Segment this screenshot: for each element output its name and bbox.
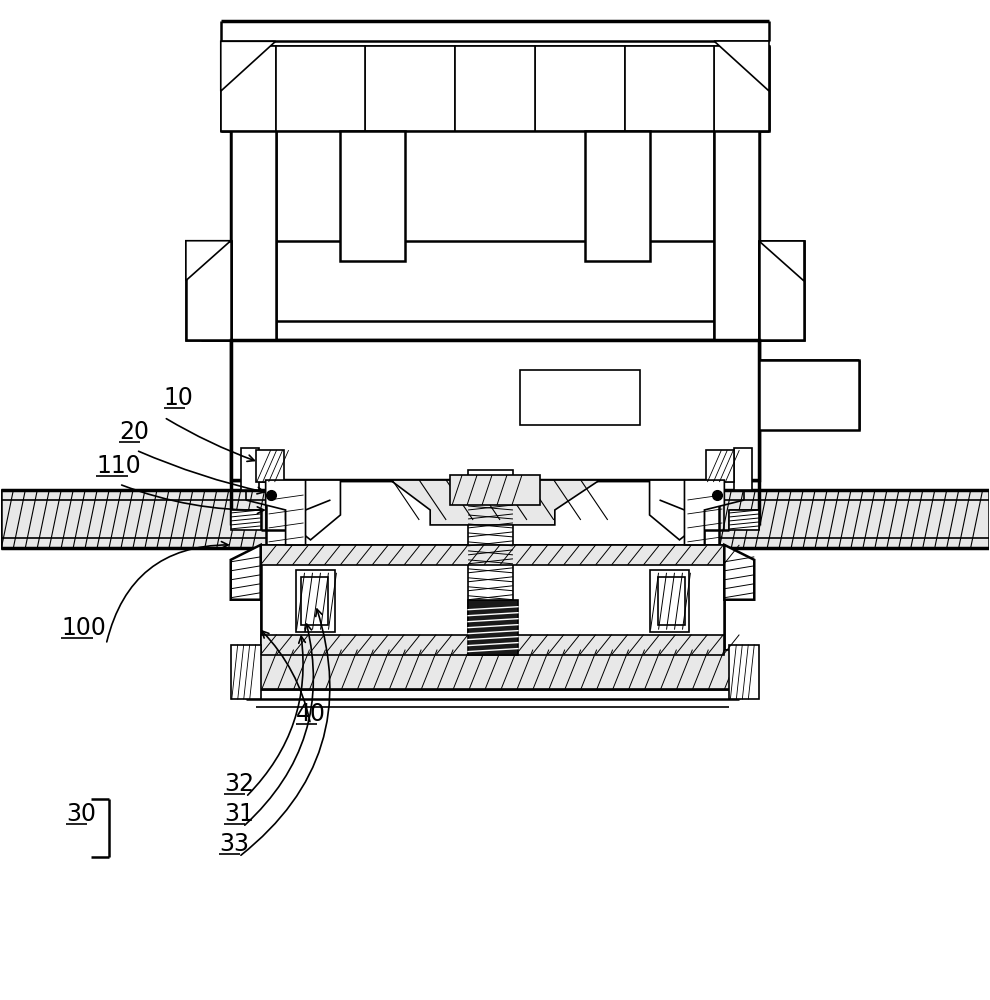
Text: 33: 33 <box>219 832 248 856</box>
FancyArrowPatch shape <box>262 631 310 722</box>
Polygon shape <box>231 545 260 600</box>
Text: 10: 10 <box>164 386 194 410</box>
Bar <box>275 46 365 131</box>
Bar <box>455 46 535 131</box>
Polygon shape <box>285 480 341 540</box>
Bar <box>759 360 859 430</box>
Polygon shape <box>221 41 275 91</box>
Bar <box>468 600 518 655</box>
Bar <box>221 46 275 131</box>
Polygon shape <box>649 480 705 540</box>
FancyArrowPatch shape <box>122 485 264 514</box>
Bar <box>231 645 260 699</box>
FancyArrowPatch shape <box>139 451 264 494</box>
Bar <box>520 370 640 425</box>
Bar <box>715 46 769 131</box>
Polygon shape <box>186 241 231 340</box>
Polygon shape <box>265 480 306 545</box>
Polygon shape <box>186 241 231 281</box>
FancyArrowPatch shape <box>241 609 330 855</box>
FancyArrowPatch shape <box>166 419 254 461</box>
Bar <box>759 241 804 340</box>
Bar <box>625 46 715 131</box>
Polygon shape <box>390 480 600 525</box>
Text: 32: 32 <box>224 772 253 796</box>
Polygon shape <box>684 480 725 545</box>
Polygon shape <box>730 510 759 530</box>
Text: 30: 30 <box>66 802 96 826</box>
Bar <box>241 448 258 490</box>
Bar <box>720 490 989 548</box>
Bar <box>221 46 769 131</box>
Bar <box>649 570 689 632</box>
Bar <box>715 131 759 340</box>
Bar <box>365 46 455 131</box>
Bar <box>246 650 740 689</box>
Bar <box>657 577 685 625</box>
Polygon shape <box>231 510 260 530</box>
Bar <box>260 635 725 655</box>
Polygon shape <box>759 241 804 340</box>
FancyArrowPatch shape <box>107 542 228 642</box>
Bar <box>260 545 725 565</box>
Bar <box>255 450 283 482</box>
Bar <box>450 475 540 505</box>
Bar <box>535 46 625 131</box>
Text: 110: 110 <box>96 454 141 478</box>
Bar <box>707 450 735 482</box>
Bar <box>735 448 752 490</box>
Bar <box>260 545 725 655</box>
Text: 100: 100 <box>61 616 106 640</box>
Bar <box>296 570 336 632</box>
Bar <box>246 650 740 689</box>
Bar <box>585 131 649 261</box>
Polygon shape <box>725 545 754 600</box>
Bar <box>186 241 231 340</box>
Bar <box>468 470 513 650</box>
Bar <box>730 645 759 699</box>
Text: 31: 31 <box>224 802 253 826</box>
Bar <box>301 577 329 625</box>
Bar <box>231 131 275 340</box>
Polygon shape <box>715 41 769 91</box>
Bar <box>341 131 405 261</box>
Polygon shape <box>759 241 804 281</box>
Bar <box>1 490 265 548</box>
Text: 40: 40 <box>296 702 326 726</box>
FancyArrowPatch shape <box>248 636 305 795</box>
Bar <box>231 340 759 480</box>
Text: 20: 20 <box>119 420 149 444</box>
FancyArrowPatch shape <box>245 624 314 825</box>
